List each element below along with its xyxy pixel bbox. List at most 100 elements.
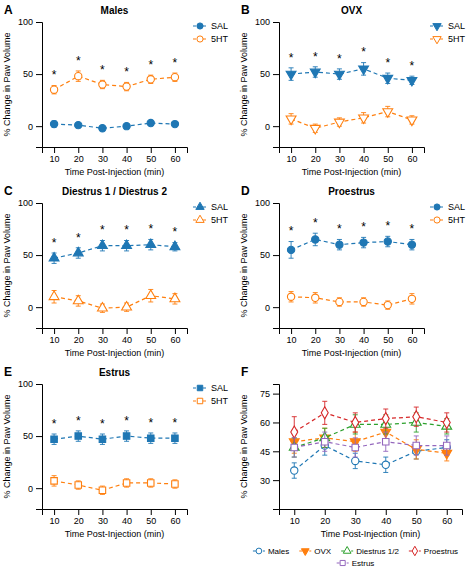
legend-symbol xyxy=(256,548,262,554)
panel-label: D xyxy=(241,184,250,198)
point xyxy=(172,435,178,441)
legend-entry: 5HT xyxy=(193,396,229,406)
legend-label: Males xyxy=(268,547,289,556)
annotation: * xyxy=(52,417,57,431)
annotation: * xyxy=(173,225,178,239)
error-bar xyxy=(148,433,153,443)
legend-label: 5HT xyxy=(448,34,466,44)
y-tick: 100 xyxy=(255,198,279,208)
y-tick: 45 xyxy=(260,447,279,457)
error-bar xyxy=(124,431,129,441)
legend-symbol xyxy=(197,23,203,29)
x-tick-label: 10 xyxy=(50,335,60,345)
legend-entry: SAL xyxy=(193,21,228,31)
annotation: * xyxy=(124,65,129,79)
legend: SAL 5HT xyxy=(193,383,229,406)
legend-symbol xyxy=(434,204,440,210)
x-tick: 10 xyxy=(290,509,300,526)
series xyxy=(291,436,451,478)
series-line xyxy=(291,239,412,249)
legend-symbol xyxy=(197,385,202,390)
y-tick-line xyxy=(36,22,42,23)
x-tick-label: 10 xyxy=(287,154,297,164)
y-axis-title: % Change in Paw Volume xyxy=(2,394,12,498)
y-tick-line xyxy=(273,451,279,452)
x-tick-line xyxy=(388,147,389,153)
point xyxy=(99,487,105,493)
point xyxy=(383,109,393,118)
legend-label: 5HT xyxy=(211,34,229,44)
legend-label: 5HT xyxy=(211,215,229,225)
y-tick-line xyxy=(36,203,42,204)
x-tick: 60 xyxy=(170,328,180,345)
point xyxy=(287,246,294,253)
y-tick-label: 50 xyxy=(260,69,270,79)
point xyxy=(413,442,419,448)
annotation: * xyxy=(124,414,129,428)
x-tick-line xyxy=(151,509,152,515)
panel: 10203040506030456075Time Post-Injection … xyxy=(239,365,463,568)
y-axis-line xyxy=(36,23,43,148)
legend-symbol xyxy=(340,560,345,565)
x-tick: 40 xyxy=(122,509,132,526)
y-tick: 0 xyxy=(28,122,42,132)
legend: SAL 5HT xyxy=(193,21,229,44)
y-tick-label: 60 xyxy=(260,418,270,428)
legend-label: SAL xyxy=(211,21,228,31)
annotation: * xyxy=(148,416,153,430)
series-line xyxy=(294,446,447,471)
point xyxy=(291,467,298,474)
legend-symbol xyxy=(301,549,309,556)
x-tick-label: 50 xyxy=(412,516,422,526)
y-tick-label: 100 xyxy=(18,379,33,389)
x-tick-label: 10 xyxy=(287,335,297,345)
y-tick-label: 50 xyxy=(260,250,270,260)
x-tick-line xyxy=(78,328,79,334)
point xyxy=(287,293,294,300)
x-tick-label: 50 xyxy=(146,516,156,526)
series-line xyxy=(294,413,447,432)
point xyxy=(97,240,107,249)
annotation: * xyxy=(76,414,81,428)
annotation: * xyxy=(313,216,318,230)
x-tick-line xyxy=(54,147,55,153)
x-tick-line xyxy=(102,147,103,153)
annotation: * xyxy=(173,416,178,430)
point xyxy=(360,298,367,305)
x-tick-line xyxy=(364,147,365,153)
legend-label: OVX xyxy=(314,547,332,556)
legend-label: SAL xyxy=(211,202,228,212)
point xyxy=(383,75,393,84)
x-axis-title: Time Post-Injection (min) xyxy=(302,348,402,358)
x-tick-line xyxy=(364,328,365,334)
y-axis-title: % Change in Paw Volume xyxy=(239,394,249,498)
legend-entry: Proestrus xyxy=(409,546,458,556)
panel-label: A xyxy=(4,3,13,17)
series xyxy=(287,233,415,258)
y-tick-line xyxy=(36,74,42,75)
y-tick-line xyxy=(273,394,279,395)
y-tick: 0 xyxy=(28,484,42,494)
x-tick-line xyxy=(412,147,413,153)
error-bar xyxy=(292,438,297,457)
point xyxy=(75,121,82,128)
x-tick: 40 xyxy=(381,509,391,526)
point xyxy=(97,303,107,312)
y-axis-title: % Change in Paw Volume xyxy=(239,32,249,136)
point xyxy=(352,457,359,464)
panel-label: E xyxy=(4,365,12,379)
legend-entry: SAL xyxy=(193,383,228,393)
legend: MalesOVXDiestrus 1/2ProestrusEstrus xyxy=(253,546,458,568)
point xyxy=(312,294,319,301)
y-tick-line xyxy=(36,488,42,489)
series-line xyxy=(54,296,175,309)
x-axis-title: Time Post-Injection (min) xyxy=(321,529,421,539)
panel-title: Estrus xyxy=(99,367,131,378)
y-tick: 0 xyxy=(265,122,279,132)
x-tick: 20 xyxy=(311,147,321,164)
point xyxy=(146,239,156,248)
annotation: * xyxy=(52,68,57,82)
x-tick-label: 30 xyxy=(98,516,108,526)
point xyxy=(51,436,57,442)
x-tick: 30 xyxy=(335,328,345,345)
